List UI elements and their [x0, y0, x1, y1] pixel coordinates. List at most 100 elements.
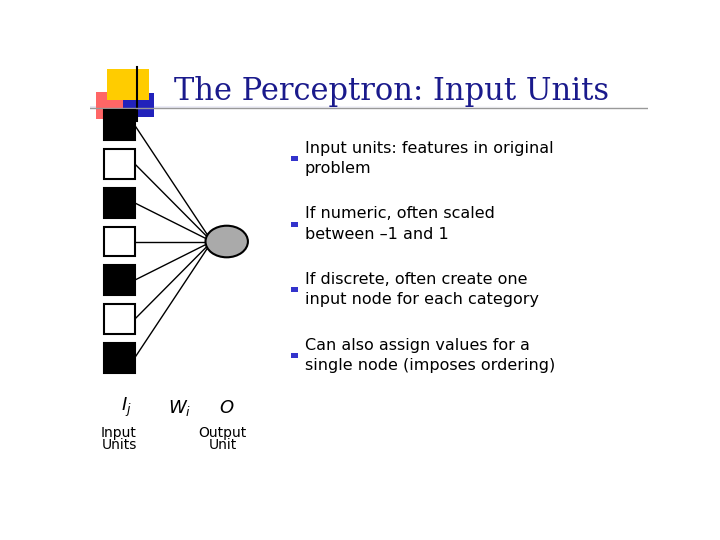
Bar [392, 106, 397, 109]
Bar [163, 106, 168, 109]
Bar [436, 106, 441, 109]
Bar [213, 106, 218, 109]
Text: Output: Output [199, 426, 247, 440]
Bar [531, 106, 536, 109]
Bar [324, 106, 330, 109]
Bar [118, 106, 124, 109]
Bar [419, 106, 425, 109]
Text: The Perceptron: Input Units: The Perceptron: Input Units [174, 76, 609, 107]
Bar [135, 106, 140, 109]
Bar [319, 106, 324, 109]
Bar [291, 156, 297, 161]
Bar [575, 106, 581, 109]
Bar [637, 106, 642, 109]
Bar [514, 106, 520, 109]
Bar [274, 106, 279, 109]
Bar [104, 227, 135, 256]
Bar [297, 106, 302, 109]
Bar [352, 106, 358, 109]
Bar [564, 106, 570, 109]
Bar [190, 106, 196, 109]
Bar [498, 106, 503, 109]
Bar [553, 106, 559, 109]
Bar [492, 106, 498, 109]
Bar [104, 149, 135, 179]
Bar [104, 265, 135, 295]
Text: Unit: Unit [209, 438, 237, 453]
Bar [336, 106, 341, 109]
Bar [447, 106, 453, 109]
Bar [291, 353, 297, 358]
Bar [559, 106, 564, 109]
Bar [402, 106, 408, 109]
Bar [369, 106, 374, 109]
Bar [157, 106, 163, 109]
Bar [104, 188, 135, 218]
Bar [285, 106, 291, 109]
Bar [520, 106, 526, 109]
Bar [347, 106, 352, 109]
Bar [358, 106, 364, 109]
Bar [431, 106, 436, 109]
Bar [151, 106, 157, 109]
Bar [425, 106, 431, 109]
Bar [408, 106, 413, 109]
Bar [269, 106, 274, 109]
Bar [104, 343, 135, 373]
Bar [202, 106, 207, 109]
Bar [112, 106, 118, 109]
Bar [179, 106, 185, 109]
Text: Input units: features in original
problem: Input units: features in original proble… [305, 140, 554, 176]
Bar [107, 69, 148, 100]
Bar [124, 106, 129, 109]
Bar [547, 106, 553, 109]
Bar [581, 106, 587, 109]
Bar [280, 106, 285, 109]
Bar [364, 106, 369, 109]
Bar [508, 106, 514, 109]
Bar [101, 106, 107, 109]
Bar [246, 106, 252, 109]
Bar [570, 106, 575, 109]
Bar [486, 106, 492, 109]
Bar [598, 106, 603, 109]
Text: Input: Input [101, 426, 137, 440]
Bar [124, 93, 154, 117]
Bar [185, 106, 191, 109]
Circle shape [205, 226, 248, 258]
Bar [330, 106, 336, 109]
Bar [291, 287, 297, 292]
Bar [307, 106, 313, 109]
Bar [240, 106, 246, 109]
Bar [196, 106, 202, 109]
Bar [397, 106, 402, 109]
Bar [459, 106, 464, 109]
Bar [413, 106, 419, 109]
Text: If discrete, often create one
input node for each category: If discrete, often create one input node… [305, 272, 539, 307]
Text: Units: Units [102, 438, 137, 453]
Bar [291, 106, 297, 109]
Bar [90, 106, 96, 109]
Bar [536, 106, 542, 109]
Bar [386, 106, 392, 109]
Bar [464, 106, 469, 109]
Text: $W_i$: $W_i$ [168, 398, 191, 418]
Bar [258, 106, 263, 109]
Text: If numeric, often scaled
between –1 and 1: If numeric, often scaled between –1 and … [305, 206, 495, 242]
Bar [503, 106, 508, 109]
Bar [626, 106, 631, 109]
Bar [107, 106, 112, 109]
Bar [374, 106, 380, 109]
Bar [291, 221, 297, 227]
Bar [587, 106, 593, 109]
Text: $O$: $O$ [219, 399, 235, 417]
Bar [218, 106, 224, 109]
Bar [224, 106, 230, 109]
Bar [174, 106, 179, 109]
Bar [380, 106, 386, 109]
Bar [302, 106, 307, 109]
Bar [207, 106, 213, 109]
Bar [631, 106, 637, 109]
Bar [104, 110, 135, 140]
Bar [481, 106, 486, 109]
